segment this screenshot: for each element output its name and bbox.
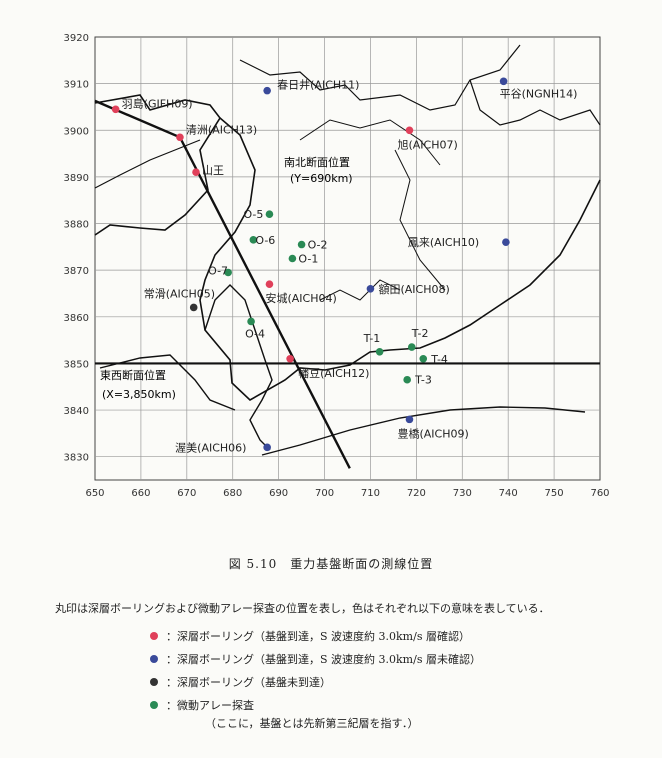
survey-point-marker: [263, 86, 271, 95]
survey-point-marker: [189, 303, 198, 312]
survey-point-marker: [403, 375, 411, 384]
x-tick-label: 670: [177, 488, 196, 499]
description-text: 丸印は深層ボーリングおよび微動アレー探査の位置を表し，色はそれぞれ以下の意味を表…: [55, 602, 550, 615]
survey-point-label: 安城(AICH04): [265, 291, 336, 305]
y-tick-label: 3890: [64, 173, 89, 184]
gravity-section-map: 南北断面位置 (Y=690km) 東西断面位置 (X=3,850km) 羽島(G…: [64, 33, 610, 499]
survey-point-label: O-4: [245, 327, 265, 340]
survey-point-label: T-4: [430, 353, 448, 366]
x-tick-label: 650: [85, 488, 104, 499]
legend-dot: [150, 631, 158, 640]
survey-point-marker: [265, 210, 274, 218]
y-tick-label: 3910: [64, 80, 89, 91]
legend-item: ：微動アレー探査: [150, 693, 481, 716]
survey-point-marker: [366, 285, 375, 293]
x-tick-label: 750: [545, 488, 564, 499]
survey-point-marker: [407, 343, 416, 351]
x-tick-label: 690: [269, 488, 288, 499]
survey-point-marker: [247, 317, 255, 326]
figure-caption: 図 5.10 重力基盤断面の測線位置: [228, 557, 434, 571]
x-tick-label: 660: [131, 488, 150, 499]
survey-point-marker: [405, 415, 414, 424]
survey-point-marker: [265, 280, 274, 288]
ns-section-label-2: (Y=690km): [290, 172, 353, 185]
ns-section-label-1: 南北断面位置: [284, 155, 350, 169]
y-tick-label: 3870: [64, 266, 89, 277]
legend-label: ：深層ボーリング（基盤到達，S 波速度約 3.0km/s 層未確認）: [166, 652, 481, 666]
survey-point-label: O-2: [308, 239, 328, 252]
legend-item: ：深層ボーリング（基盤未到達）: [150, 670, 481, 693]
survey-point-label: O-5: [243, 208, 263, 221]
survey-point-marker: [375, 347, 384, 356]
survey-point-marker: [297, 240, 306, 249]
survey-point-label: 幡豆(AICH12): [298, 366, 369, 380]
x-tick-label: 740: [499, 488, 518, 499]
survey-point-label: O-7: [208, 264, 228, 277]
y-tick-label: 3920: [64, 33, 89, 44]
y-tick-label: 3850: [64, 359, 89, 370]
y-tick-label: 3830: [64, 453, 89, 464]
survey-point-label: 常滑(AICH05): [144, 287, 215, 300]
survey-point-marker: [192, 168, 200, 177]
survey-point-label: 清洲(AICH13): [186, 123, 257, 136]
survey-points: 羽島(GIFH09) 清洲(AICH13) 山王 旭(AICH07) 安城(AICH04…: [111, 77, 578, 454]
legend-item: ：深層ボーリング（基盤到達，S 波速度約 3.0km/s 層未確認）: [150, 647, 481, 670]
legend-dot: [150, 654, 158, 663]
legend-label: ：微動アレー探査: [166, 698, 254, 712]
survey-point-marker: [176, 133, 184, 142]
y-tick-label: 3860: [64, 313, 89, 324]
survey-point-marker: [111, 105, 120, 114]
y-tick-label: 3880: [64, 220, 89, 231]
survey-point-label: 山王: [202, 164, 224, 177]
survey-point-marker: [224, 268, 232, 277]
legend-dot: [150, 700, 158, 709]
survey-point-label: 渥美(AICH06): [175, 441, 246, 454]
survey-point-label: 額田(AICH08): [378, 283, 449, 296]
legend-label: ：深層ボーリング（基盤未到達）: [166, 675, 331, 689]
map-frame: [94, 36, 601, 481]
survey-point-marker: [419, 354, 428, 363]
survey-point-marker: [288, 254, 297, 263]
survey-point-label: T-3: [414, 374, 432, 387]
survey-point-label: 平谷(NGNH14): [500, 87, 578, 100]
survey-point-label: 鳳来(AICH10): [408, 236, 479, 249]
survey-point-marker: [499, 77, 508, 86]
coastline: [94, 44, 601, 456]
survey-point-label: 豊橋(AICH09): [397, 426, 468, 440]
section-labels: 南北断面位置 (Y=690km) 東西断面位置 (X=3,850km): [100, 155, 353, 401]
axis-ticks: 650 660 670 680 690 700 710 720 730 740 750 760 3920…: [64, 33, 610, 499]
legend: ：深層ボーリング（基盤到達，S 波速度約 3.0km/s 層確認） ：深層ボーリ…: [150, 624, 481, 716]
x-tick-label: 730: [453, 488, 472, 499]
x-tick-label: 710: [361, 488, 380, 499]
survey-point-label: 春日井(AICH11): [277, 78, 359, 92]
x-tick-label: 720: [407, 488, 426, 499]
ew-section-label-1: 東西断面位置: [100, 368, 166, 382]
survey-point-label: O-6: [255, 234, 275, 247]
survey-point-label: O-1: [298, 253, 318, 266]
x-tick-label: 760: [590, 488, 609, 499]
survey-point-label: 旭(AICH07): [397, 137, 457, 151]
survey-point-label: T-1: [363, 332, 381, 345]
survey-point-marker: [405, 126, 414, 135]
y-tick-label: 3840: [64, 406, 89, 417]
survey-point-marker: [286, 354, 294, 363]
legend-item: ：深層ボーリング（基盤到達，S 波速度約 3.0km/s 層確認）: [150, 624, 481, 647]
ew-section-label-2: (X=3,850km): [102, 388, 176, 401]
survey-point-label: T-2: [411, 327, 429, 340]
survey-point-marker: [502, 238, 510, 246]
y-tick-label: 3900: [64, 126, 89, 137]
legend-label: ：深層ボーリング（基盤到達，S 波速度約 3.0km/s 層確認）: [166, 629, 470, 643]
basement-note: （ここに，基盤とは先新第三紀層を指す．）: [205, 717, 419, 730]
x-tick-label: 680: [223, 488, 242, 499]
legend-dot: [150, 677, 158, 686]
survey-point-marker: [249, 236, 258, 244]
x-tick-label: 700: [315, 488, 334, 499]
survey-point-marker: [263, 443, 271, 452]
survey-point-label: 羽島(GIFH09): [122, 96, 193, 110]
